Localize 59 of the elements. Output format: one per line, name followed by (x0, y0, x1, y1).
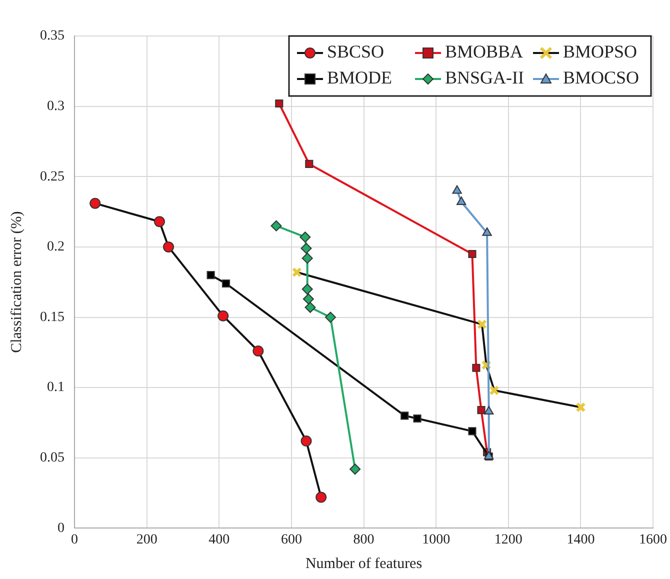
point (90, 198, 101, 209)
y-axis-title: Classification error (%) (8, 211, 25, 353)
x-tick-label: 1000 (422, 532, 450, 548)
legend-label: SBCSO (327, 42, 384, 62)
point (163, 241, 174, 252)
x-tick-label: 200 (136, 532, 158, 548)
point (154, 216, 165, 228)
y-tick-label: 0.2 (47, 240, 64, 255)
point (222, 279, 230, 288)
y-tick-label: 0.25 (40, 169, 64, 184)
point (413, 414, 422, 423)
point (302, 284, 313, 295)
point (489, 385, 500, 396)
point (302, 293, 314, 304)
point (300, 242, 312, 254)
point (302, 252, 313, 264)
point (218, 310, 229, 322)
point (576, 402, 586, 412)
point (472, 364, 480, 372)
legend-label: BNSGA-II (445, 68, 524, 88)
point (252, 346, 264, 357)
legend-label: BMOPSO (563, 42, 638, 62)
point (452, 185, 462, 194)
point (316, 492, 327, 503)
y-tick-label: 0.1 (47, 380, 64, 396)
point (468, 250, 476, 258)
x-tick-label: 400 (208, 532, 230, 548)
point (456, 196, 466, 205)
x-axis-title: Number of features (305, 556, 422, 572)
point (300, 436, 312, 447)
point (477, 406, 486, 414)
y-tick-label: 0.15 (40, 310, 64, 325)
y-tick-label: 0.35 (40, 28, 64, 44)
x-tick-label: 1400 (566, 532, 595, 548)
point (468, 427, 476, 436)
point (400, 412, 409, 420)
x-tick-label: 1600 (639, 532, 667, 548)
x-tick-label: 600 (280, 532, 302, 548)
legend-label: BMODE (327, 68, 392, 88)
point (206, 271, 215, 280)
point (304, 302, 316, 313)
point (350, 464, 361, 475)
point (292, 267, 302, 278)
legend-label: BMOCSO (563, 68, 640, 88)
point (482, 227, 492, 236)
point (275, 99, 284, 108)
x-tick-label: 800 (353, 532, 374, 548)
x-tick-label: 0 (71, 532, 78, 548)
x-tick-label: 1200 (494, 532, 522, 548)
legend-label: BMOBBA (445, 42, 524, 62)
point (300, 232, 311, 243)
point (324, 312, 336, 323)
y-tick-label: 0.3 (47, 98, 64, 114)
point (484, 406, 494, 414)
point (270, 220, 282, 232)
point (476, 319, 488, 330)
point (305, 160, 314, 168)
y-tick-label: 0 (58, 520, 64, 536)
y-tick-label: 0.05 (40, 450, 64, 466)
